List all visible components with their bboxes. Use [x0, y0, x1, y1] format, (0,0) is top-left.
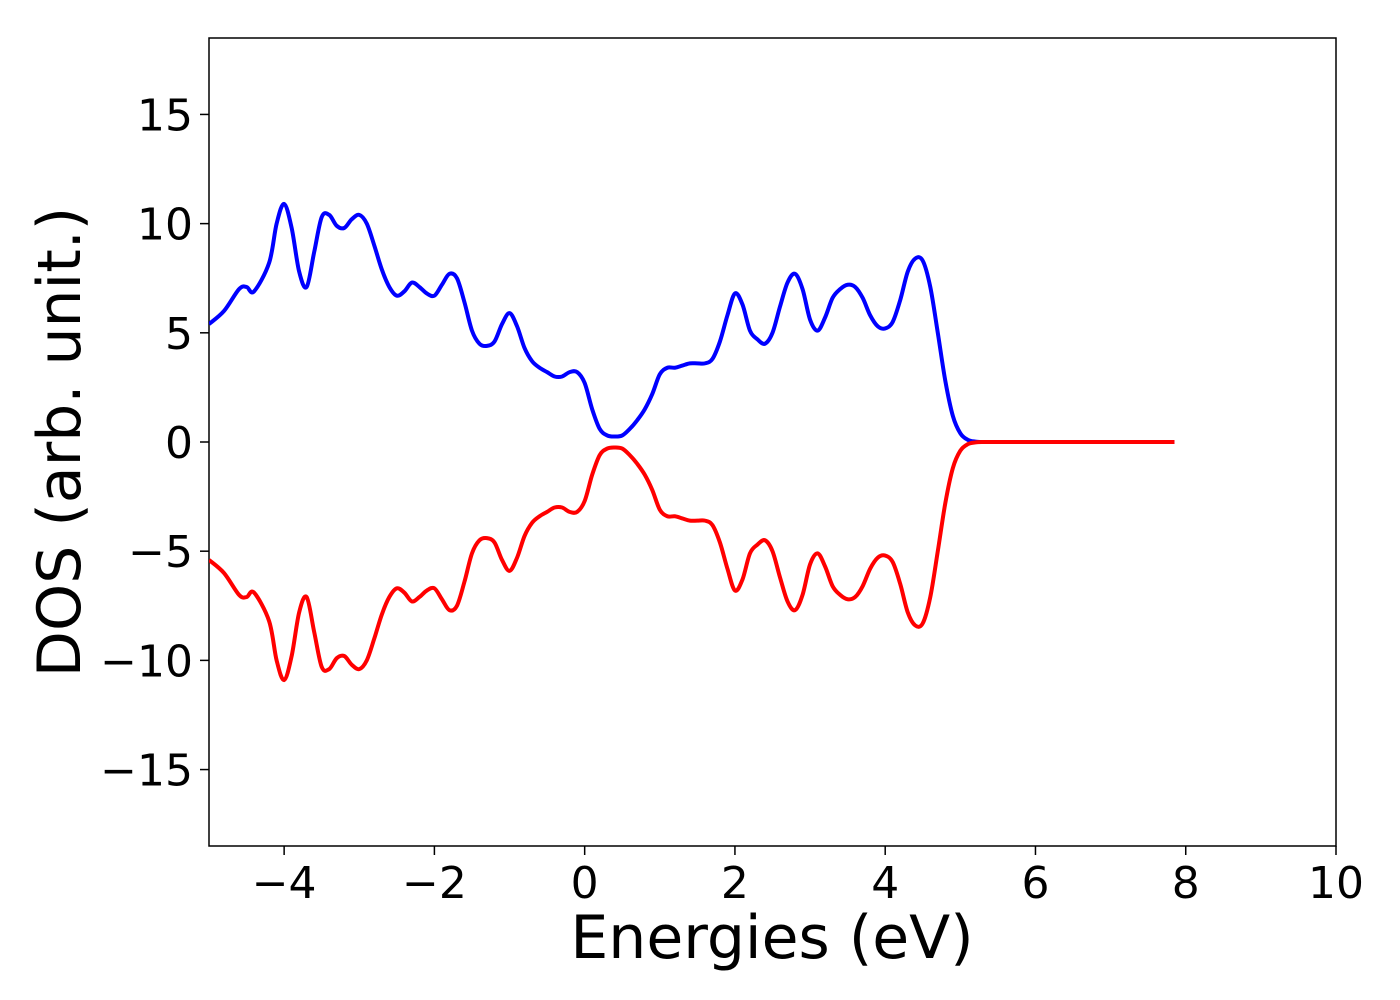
x-tick-label: −2: [402, 858, 467, 909]
y-tick-label: 15: [137, 90, 193, 141]
x-axis-title: Energies (eV): [570, 903, 973, 973]
series-layer: [209, 201, 1175, 683]
x-tick-label: 2: [721, 858, 749, 909]
y-tick-label: 0: [165, 418, 193, 469]
x-tick-label: 10: [1308, 858, 1364, 909]
y-tick-label: 10: [137, 200, 193, 251]
x-tick-label: 8: [1172, 858, 1200, 909]
x-tick-label: 0: [571, 858, 599, 909]
y-tick-label: −15: [100, 746, 193, 797]
x-tick-label: 6: [1021, 858, 1049, 909]
x-tick-label: −4: [252, 858, 317, 909]
y-tick-label: 5: [165, 309, 193, 360]
y-tick-label: −10: [100, 636, 193, 687]
y-axis-title: DOS (arb. unit.): [25, 207, 95, 677]
y-axis-ticks: −15 −10 −5 0 5 10 15: [100, 90, 209, 797]
x-axis-ticks: −4 −2 0 2 4 6 8 10: [252, 846, 1364, 909]
y-tick-label: −5: [128, 527, 193, 578]
x-tick-label: 4: [871, 858, 899, 909]
dos-curve-red: [209, 439, 1175, 683]
dos-curve-blue: [209, 201, 1175, 445]
